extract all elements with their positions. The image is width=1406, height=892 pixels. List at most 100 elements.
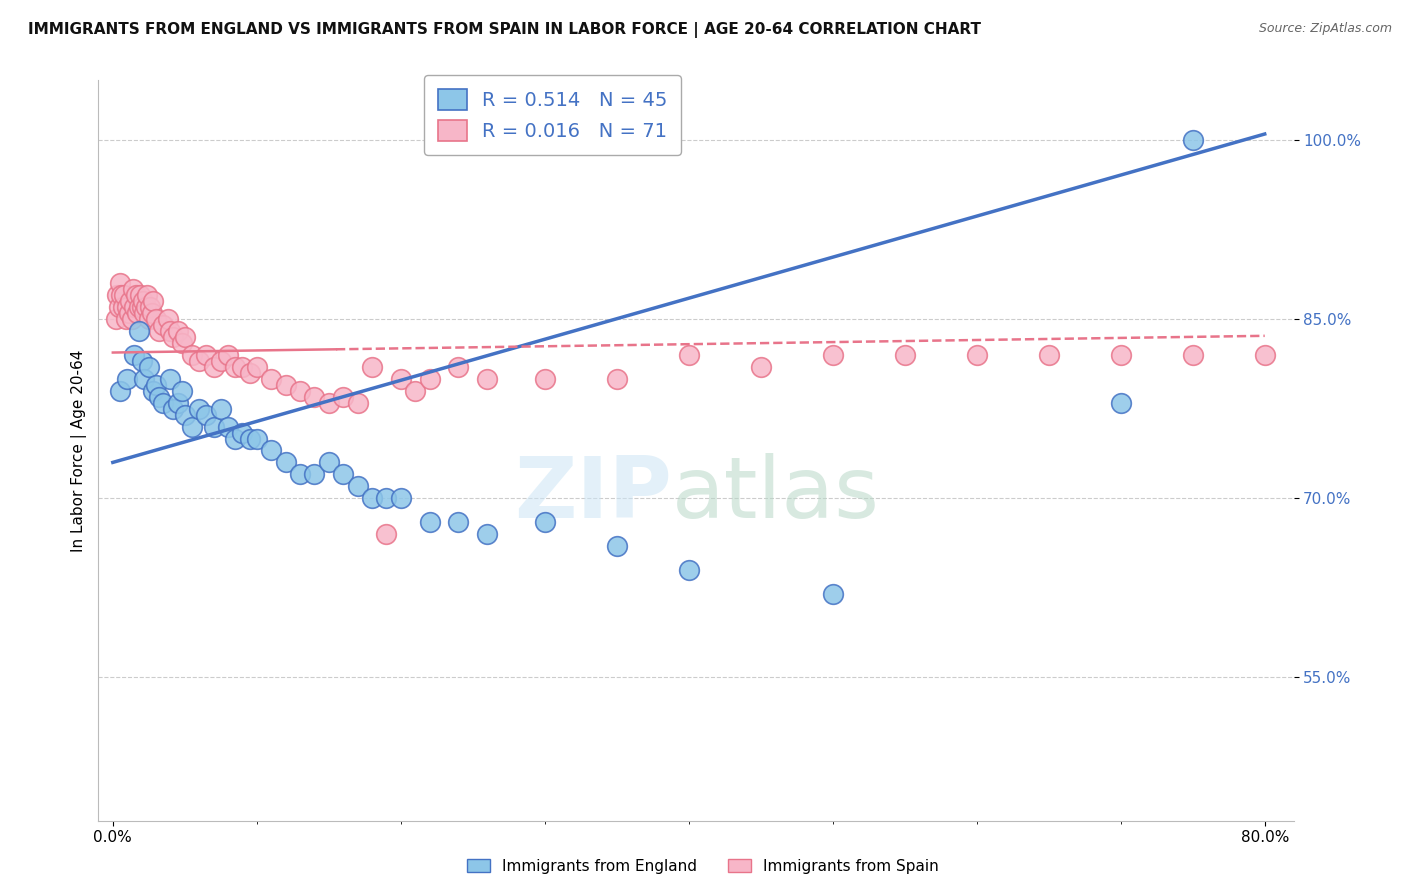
Point [231,425,253,440]
Point [166,395,188,409]
Point [239,432,262,446]
Point [477,372,499,386]
Point [142,294,165,309]
Point [332,390,354,404]
Point [375,491,398,506]
Point [131,354,153,368]
Point [107,300,129,314]
Text: Source: ZipAtlas.com: Source: ZipAtlas.com [1258,22,1392,36]
Point [156,312,179,326]
Point [893,348,915,362]
Point [274,455,297,469]
Point [533,372,555,386]
Text: ZIP: ZIP [515,453,672,536]
Point [1181,133,1204,147]
Point [138,359,160,374]
Point [105,288,128,302]
Point [112,288,135,302]
Point [239,366,262,380]
Point [148,324,170,338]
Point [120,294,142,309]
Legend: R = 0.514   N = 45, R = 0.016   N = 71: R = 0.514 N = 45, R = 0.016 N = 71 [423,75,682,154]
Point [1254,348,1277,362]
Point [389,372,412,386]
Point [111,300,134,314]
Point [274,377,297,392]
Point [821,587,844,601]
Point [404,384,426,398]
Point [246,359,269,374]
Point [188,401,211,416]
Point [195,408,218,422]
Point [375,527,398,541]
Point [108,384,131,398]
Point [170,336,193,351]
Point [260,443,283,458]
Point [346,395,368,409]
Point [1181,348,1204,362]
Point [224,432,246,446]
Point [224,359,246,374]
Point [217,348,239,362]
Point [1109,348,1132,362]
Point [152,318,174,332]
Point [217,419,239,434]
Point [139,300,162,314]
Point [114,312,136,326]
Point [181,419,204,434]
Point [145,377,167,392]
Point [202,419,225,434]
Point [134,306,156,320]
Point [260,372,283,386]
Point [110,288,132,302]
Point [318,395,340,409]
Text: atlas: atlas [672,453,880,536]
Point [128,324,150,338]
Point [477,527,499,541]
Point [209,354,232,368]
Point [361,359,384,374]
Point [127,306,149,320]
Point [1109,395,1132,409]
Point [136,288,159,302]
Point [419,515,441,529]
Point [138,312,160,326]
Point [173,408,195,422]
Point [533,515,555,529]
Point [108,277,131,291]
Point [121,312,143,326]
Point [419,372,441,386]
Point [159,324,181,338]
Point [115,372,138,386]
Point [749,359,772,374]
Point [447,515,470,529]
Point [152,395,174,409]
Point [678,348,700,362]
Point [128,300,150,314]
Point [318,455,340,469]
Point [606,539,628,553]
Point [159,372,181,386]
Point [1038,348,1060,362]
Point [209,401,232,416]
Point [173,330,195,344]
Point [141,306,163,320]
Point [129,288,152,302]
Point [181,348,204,362]
Point [188,354,211,368]
Point [125,288,148,302]
Point [131,300,153,314]
Legend: Immigrants from England, Immigrants from Spain: Immigrants from England, Immigrants from… [461,853,945,880]
Point [288,384,311,398]
Point [346,479,368,493]
Point [361,491,384,506]
Point [124,300,146,314]
Point [195,348,218,362]
Point [231,359,253,374]
Point [447,359,470,374]
Point [966,348,988,362]
Point [124,348,146,362]
Point [606,372,628,386]
Point [246,432,269,446]
Point [304,467,326,482]
